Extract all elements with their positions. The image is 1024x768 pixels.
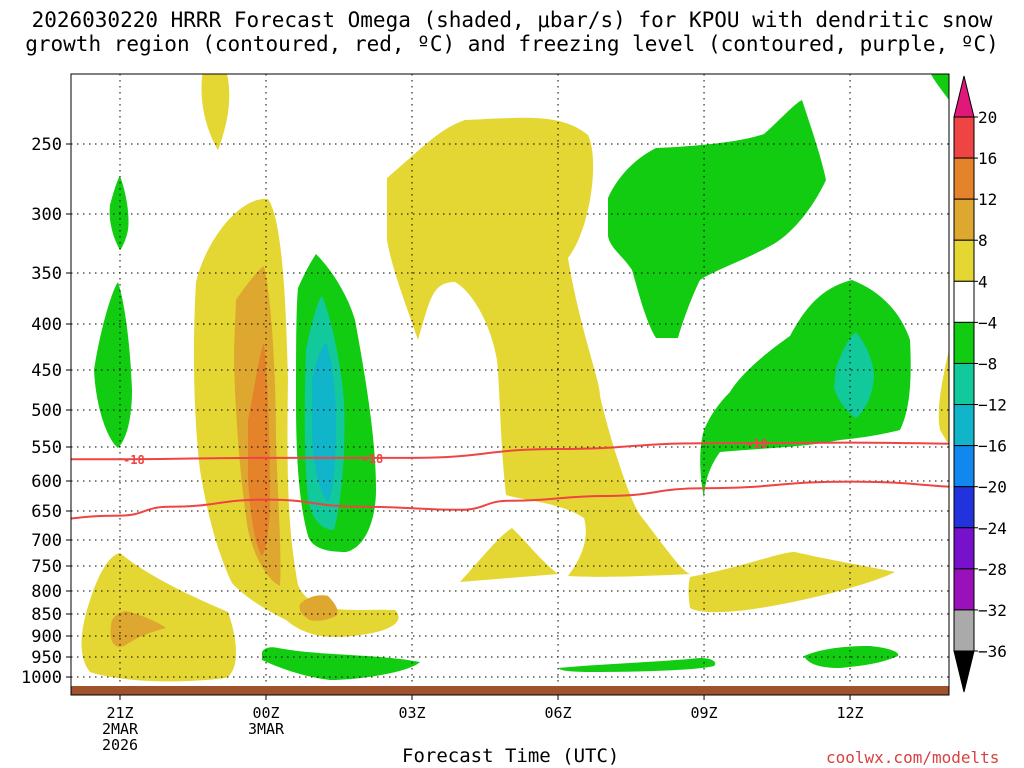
x-tick-label: 2MAR: [102, 720, 139, 738]
contour-label: -18: [362, 452, 384, 466]
y-tick-label: 550: [31, 438, 62, 458]
omega-region-green-corner: [930, 74, 949, 100]
x-tick-label: 00Z: [252, 704, 279, 722]
x-tick-label: 21Z: [106, 704, 133, 722]
omega-region-lightorange-left-low: [110, 611, 166, 647]
omega-region-yellow-right-edge: [938, 350, 949, 445]
colorbar-bottom-arrow: [953, 650, 975, 693]
colorbar-bin: [953, 527, 975, 570]
colorbar-label: −12: [978, 396, 1007, 415]
omega-region-lightorange-mid-low: [299, 595, 338, 621]
omega-region-green-low-right: [558, 658, 716, 672]
colorbar-label: −20: [978, 478, 1007, 497]
omega-region-cyan-core: [312, 342, 336, 502]
colorbar-label: −32: [978, 601, 1007, 620]
colorbar-label: −28: [978, 560, 1007, 579]
x-tick-label: 09Z: [690, 704, 717, 722]
y-tick-label: 300: [31, 205, 62, 225]
y-tick-label: 750: [31, 557, 62, 577]
y-tick-label: 500: [31, 401, 62, 421]
omega-region-yellow-right-band: [688, 552, 895, 613]
x-tick-label: 3MAR: [248, 720, 285, 738]
y-tick-label: 1000: [21, 668, 62, 688]
chart-title: 2026030220 HRRR Forecast Omega (shaded, …: [0, 8, 1024, 56]
x-axis-title: Forecast Time (UTC): [402, 745, 620, 767]
colorbar-label: 12: [978, 190, 997, 209]
omega-shading: [81, 74, 949, 682]
omega-region-yellow-top: [201, 74, 230, 150]
colorbar-label: −36: [978, 642, 1007, 661]
colorbar-bin: [953, 116, 975, 159]
contour-dendritic-snow-growth-bottom: [71, 480, 949, 520]
colorbar-bin: [953, 198, 975, 241]
y-tick-label: 900: [31, 627, 62, 647]
omega-region-orange-core: [248, 343, 270, 556]
plot-frame: [70, 73, 950, 696]
title-line-1: 2026030220 HRRR Forecast Omega (shaded, …: [31, 8, 993, 32]
colorbar-bin: [953, 321, 975, 364]
colorbar-bin: [953, 404, 975, 447]
ground-strip: [71, 686, 949, 695]
y-tick-label: 850: [31, 605, 62, 625]
colorbar-bin: [953, 568, 975, 611]
omega-region-green-left-mid: [94, 282, 132, 448]
grid: [71, 74, 949, 686]
colorbar-label: 8: [978, 231, 988, 250]
omega-region-teal-right: [834, 332, 874, 418]
colorbar-label: −8: [978, 354, 997, 373]
colorbar-bin: [953, 445, 975, 488]
contour-layer: -18 -18 -18: [71, 437, 949, 520]
colorbar-label: 20: [978, 108, 997, 127]
colorbar-label: 16: [978, 149, 997, 168]
x-tick-label: 06Z: [544, 704, 571, 722]
y-tick-label: 350: [31, 264, 62, 284]
omega-region-green-upper-right: [608, 100, 826, 338]
contour-label: -18: [746, 437, 768, 451]
contour-dendritic-snow-growth-top: [71, 441, 949, 461]
colorbar-bin: [953, 157, 975, 200]
colorbar-label: 4: [978, 272, 988, 291]
y-tick-label: 700: [31, 531, 62, 551]
y-tick-label: 400: [31, 315, 62, 335]
y-tick-label: 600: [31, 472, 62, 492]
colorbar-label: −4: [978, 313, 997, 332]
omega-region-green-left-top: [109, 176, 129, 250]
omega-region-yellow-central-large: [387, 117, 690, 577]
title-line-2: growth region (contoured, red, ºC) and f…: [25, 32, 999, 56]
y-tick-label: 650: [31, 502, 62, 522]
colorbar-bin: [953, 362, 975, 406]
omega-region-yellow-center-low: [460, 528, 558, 582]
colorbar-label: −24: [978, 519, 1007, 538]
omega-region-green-low-center: [262, 647, 420, 680]
colorbar-bin: [953, 486, 975, 529]
colorbar-label: −16: [978, 437, 1007, 456]
y-axis: 2503003504004505005506006507007508008509…: [21, 135, 71, 688]
y-tick-label: 450: [31, 361, 62, 381]
x-tick-label: 2026: [102, 736, 138, 754]
colorbar-top-arrow: [953, 75, 975, 118]
y-tick-label: 950: [31, 648, 62, 668]
y-tick-label: 800: [31, 582, 62, 602]
colorbar: 20 16 12 8 4 −4 −8 −12 −16 −20 −24 −28 −32 −36: [953, 75, 1007, 693]
y-tick-label: 250: [31, 135, 62, 155]
contour-label: -18: [123, 453, 145, 467]
x-tick-label: 12Z: [837, 704, 864, 722]
credit-link[interactable]: coolwx.com/modelts: [826, 748, 1000, 767]
colorbar-bin: [953, 239, 975, 282]
x-tick-label: 03Z: [398, 704, 425, 722]
colorbar-bin: [953, 609, 975, 652]
colorbar-bin: [953, 280, 975, 323]
